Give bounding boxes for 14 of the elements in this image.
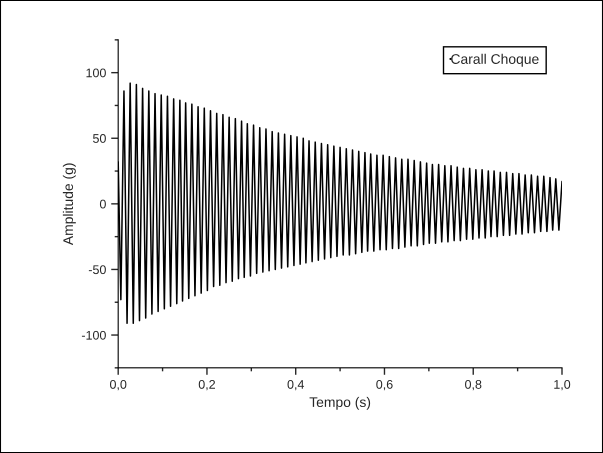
- y-tick-label: 100: [86, 68, 106, 78]
- x-tick-label: 0,4: [288, 380, 304, 390]
- y-tick-label: -50: [88, 265, 106, 274]
- y-tick-label: 50: [92, 134, 106, 143]
- x-axis-title: Tempo (s): [310, 396, 370, 410]
- legend-label: Carall Choque: [451, 54, 539, 67]
- y-axis-title: Amplitude (g): [62, 163, 76, 246]
- x-tick-label: 0,8: [465, 380, 482, 390]
- x-tick-label: 0,6: [376, 380, 393, 390]
- y-tick-label: 0: [100, 200, 106, 208]
- x-tick-label: 0,0: [110, 380, 126, 390]
- x-tick-label: 0,2: [198, 380, 216, 390]
- x-tick-label: 1,0: [554, 380, 570, 390]
- y-tick-label: -100: [82, 330, 106, 340]
